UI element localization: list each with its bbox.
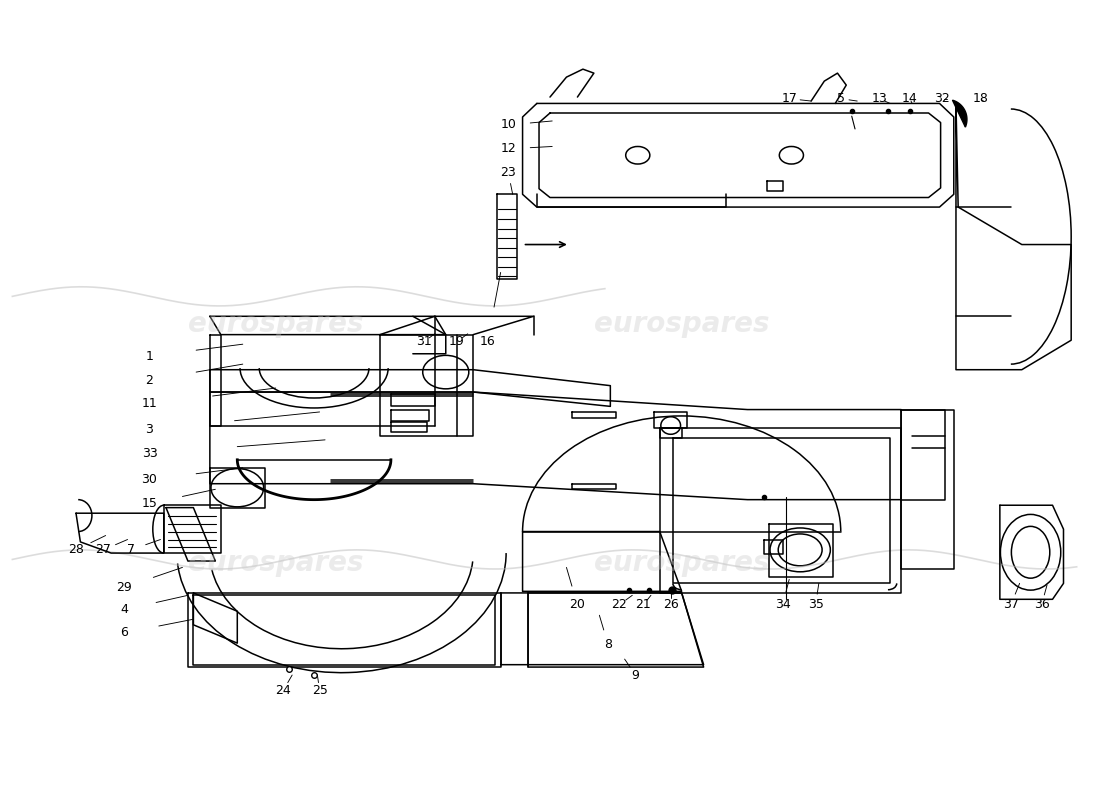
Text: eurospares: eurospares — [188, 550, 363, 578]
Text: 20: 20 — [570, 598, 585, 611]
Text: 7: 7 — [126, 543, 135, 556]
Text: 33: 33 — [142, 447, 157, 460]
Text: 21: 21 — [636, 598, 651, 611]
Text: eurospares: eurospares — [188, 310, 363, 338]
Text: 12: 12 — [500, 142, 516, 155]
Text: 15: 15 — [142, 497, 157, 510]
Polygon shape — [953, 100, 967, 127]
Text: 13: 13 — [871, 92, 887, 105]
Text: 27: 27 — [96, 543, 111, 556]
Text: 2: 2 — [145, 374, 154, 386]
Text: 17: 17 — [781, 92, 798, 105]
Text: 30: 30 — [142, 474, 157, 486]
Text: 16: 16 — [480, 335, 495, 348]
Text: 19: 19 — [449, 335, 464, 348]
Text: 5: 5 — [837, 92, 845, 105]
Text: 36: 36 — [1034, 598, 1049, 611]
Text: 14: 14 — [902, 92, 917, 105]
Text: 8: 8 — [604, 638, 613, 651]
Text: eurospares: eurospares — [594, 310, 769, 338]
Text: eurospares: eurospares — [594, 550, 769, 578]
Text: 26: 26 — [663, 598, 679, 611]
Text: 32: 32 — [934, 92, 949, 105]
Text: 28: 28 — [68, 543, 84, 556]
Text: 23: 23 — [500, 166, 516, 179]
Text: 35: 35 — [807, 598, 824, 611]
Text: 4: 4 — [120, 603, 129, 616]
Text: 34: 34 — [774, 598, 791, 611]
Text: 3: 3 — [145, 423, 154, 436]
Text: 22: 22 — [612, 598, 627, 611]
Text: 31: 31 — [416, 335, 431, 348]
Text: 25: 25 — [311, 684, 328, 697]
Text: 37: 37 — [1003, 598, 1019, 611]
Text: 24: 24 — [275, 684, 292, 697]
Text: 29: 29 — [117, 581, 132, 594]
Text: 1: 1 — [145, 350, 154, 362]
Text: 6: 6 — [120, 626, 129, 639]
Text: 18: 18 — [972, 92, 988, 105]
Text: 10: 10 — [500, 118, 516, 131]
Text: 9: 9 — [631, 669, 639, 682]
Text: 11: 11 — [142, 398, 157, 410]
